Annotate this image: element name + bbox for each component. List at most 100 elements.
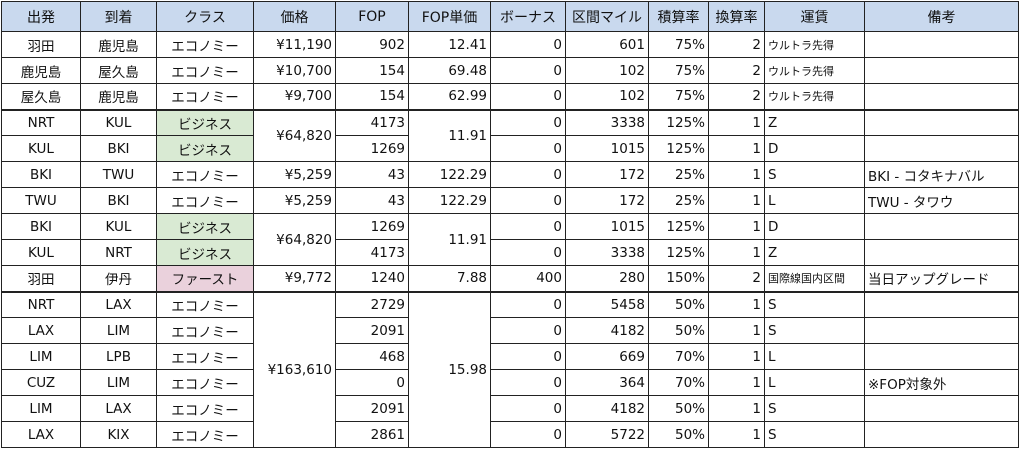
cell-price: ¥9,700: [253, 83, 336, 110]
cell-bonus: 0: [490, 239, 566, 266]
cell-miles: 172: [565, 161, 649, 188]
cell-fare: S: [764, 395, 865, 422]
cell-bonus: 0: [490, 161, 566, 188]
cell-bonus: 0: [490, 343, 566, 370]
cell-miles: 4182: [565, 317, 649, 344]
cell-bonus: 0: [490, 213, 566, 240]
cell-conv: 2: [708, 57, 765, 84]
cell-bonus: 0: [490, 395, 566, 422]
header-fare: 運賃: [764, 1, 865, 32]
cell-bonus: 0: [490, 31, 566, 58]
cell-price: ¥5,259: [253, 187, 336, 214]
cell-fop: 154: [335, 57, 409, 84]
cell-miles: 1015: [565, 135, 649, 162]
cell-conv: 1: [708, 290, 765, 318]
header-bonus: ボーナス: [490, 1, 566, 32]
cell-miles: 1015: [565, 213, 649, 240]
cell-note: [864, 135, 1019, 162]
cell-bonus: 0: [490, 57, 566, 84]
cell-fare: L: [764, 343, 865, 370]
cell-fop-unit: 11.91: [408, 108, 491, 162]
table-row: CUZ LIM エコノミー 0 0 364 70% 1 L ※FOP対象外: [1, 369, 1019, 396]
cell-fop: 2091: [335, 317, 409, 344]
cell-departure: KUL: [1, 239, 81, 266]
cell-rate: 25%: [648, 187, 709, 214]
cell-arrival: 鹿児島: [80, 83, 157, 110]
header-conversion-rate: 換算率: [708, 1, 765, 32]
header-departure: 出発: [1, 1, 81, 32]
cell-rate: 150%: [648, 265, 709, 292]
cell-departure: NRT: [1, 290, 81, 318]
cell-miles: 102: [565, 83, 649, 110]
cell-class: エコノミー: [156, 369, 254, 396]
table-row: BKI TWU エコノミー ¥5,259 43 122.29 0 172 25%…: [1, 161, 1019, 188]
cell-arrival: TWU: [80, 161, 157, 188]
cell-bonus: 0: [490, 290, 566, 318]
cell-rate: 50%: [648, 395, 709, 422]
cell-class: ビジネス: [156, 213, 254, 240]
cell-arrival: 伊丹: [80, 265, 157, 292]
cell-departure: BKI: [1, 213, 81, 240]
cell-class: エコノミー: [156, 343, 254, 370]
cell-conv: 2: [708, 31, 765, 58]
cell-departure: 羽田: [1, 265, 81, 292]
cell-note: BKI - コタキナバル: [864, 161, 1019, 188]
cell-rate: 75%: [648, 31, 709, 58]
cell-fare: L: [764, 187, 865, 214]
table-row: LAX LIM エコノミー 2091 0 4182 50% 1 S: [1, 317, 1019, 344]
cell-bonus: 400: [490, 265, 566, 292]
cell-arrival: LAX: [80, 290, 157, 318]
cell-class: エコノミー: [156, 290, 254, 318]
cell-departure: 屋久島: [1, 83, 81, 110]
cell-departure: KUL: [1, 135, 81, 162]
cell-departure: LAX: [1, 317, 81, 344]
cell-conv: 2: [708, 83, 765, 110]
cell-miles: 669: [565, 343, 649, 370]
cell-fare: S: [764, 161, 865, 188]
header-class: クラス: [156, 1, 254, 32]
header-row: 出発 到着 クラス 価格 FOP FOP単価 ボーナス 区間マイル 積算率 換算…: [1, 1, 1019, 32]
cell-fop: 43: [335, 187, 409, 214]
cell-note: [864, 290, 1019, 318]
cell-arrival: LPB: [80, 343, 157, 370]
cell-rate: 125%: [648, 108, 709, 136]
fop-table: 出発 到着 クラス 価格 FOP FOP単価 ボーナス 区間マイル 積算率 換算…: [1, 1, 1019, 448]
header-arrival: 到着: [80, 1, 157, 32]
cell-fare: S: [764, 317, 865, 344]
cell-miles: 3338: [565, 108, 649, 136]
cell-departure: TWU: [1, 187, 81, 214]
cell-fare: 国際線国内区間: [764, 265, 865, 292]
cell-class: エコノミー: [156, 395, 254, 422]
cell-arrival: KUL: [80, 108, 157, 136]
cell-rate: 50%: [648, 421, 709, 448]
cell-miles: 4182: [565, 395, 649, 422]
cell-class: ビジネス: [156, 108, 254, 136]
cell-conv: 1: [708, 317, 765, 344]
cell-bonus: 0: [490, 108, 566, 136]
cell-rate: 50%: [648, 290, 709, 318]
cell-conv: 1: [708, 108, 765, 136]
cell-note: [864, 421, 1019, 448]
cell-fop: 4173: [335, 108, 409, 136]
cell-arrival: LIM: [80, 317, 157, 344]
cell-departure: LIM: [1, 343, 81, 370]
cell-departure: 鹿児島: [1, 57, 81, 84]
cell-arrival: KUL: [80, 213, 157, 240]
header-fop: FOP: [335, 1, 409, 32]
cell-class: エコノミー: [156, 421, 254, 448]
cell-arrival: KIX: [80, 421, 157, 448]
table-row: NRT LAX エコノミー ¥163,610 2729 15.98 0 5458…: [1, 290, 1019, 448]
cell-fare: ウルトラ先得: [764, 57, 865, 84]
cell-miles: 280: [565, 265, 649, 292]
cell-fop: 0: [335, 369, 409, 396]
cell-miles: 601: [565, 31, 649, 58]
cell-price: ¥64,820: [253, 213, 336, 266]
cell-price: ¥5,259: [253, 161, 336, 188]
cell-fare: L: [764, 369, 865, 396]
header-price: 価格: [253, 1, 336, 32]
cell-arrival: LIM: [80, 369, 157, 396]
cell-fop: 468: [335, 343, 409, 370]
header-note: 備考: [864, 1, 1019, 32]
cell-conv: 1: [708, 343, 765, 370]
cell-class: エコノミー: [156, 57, 254, 84]
